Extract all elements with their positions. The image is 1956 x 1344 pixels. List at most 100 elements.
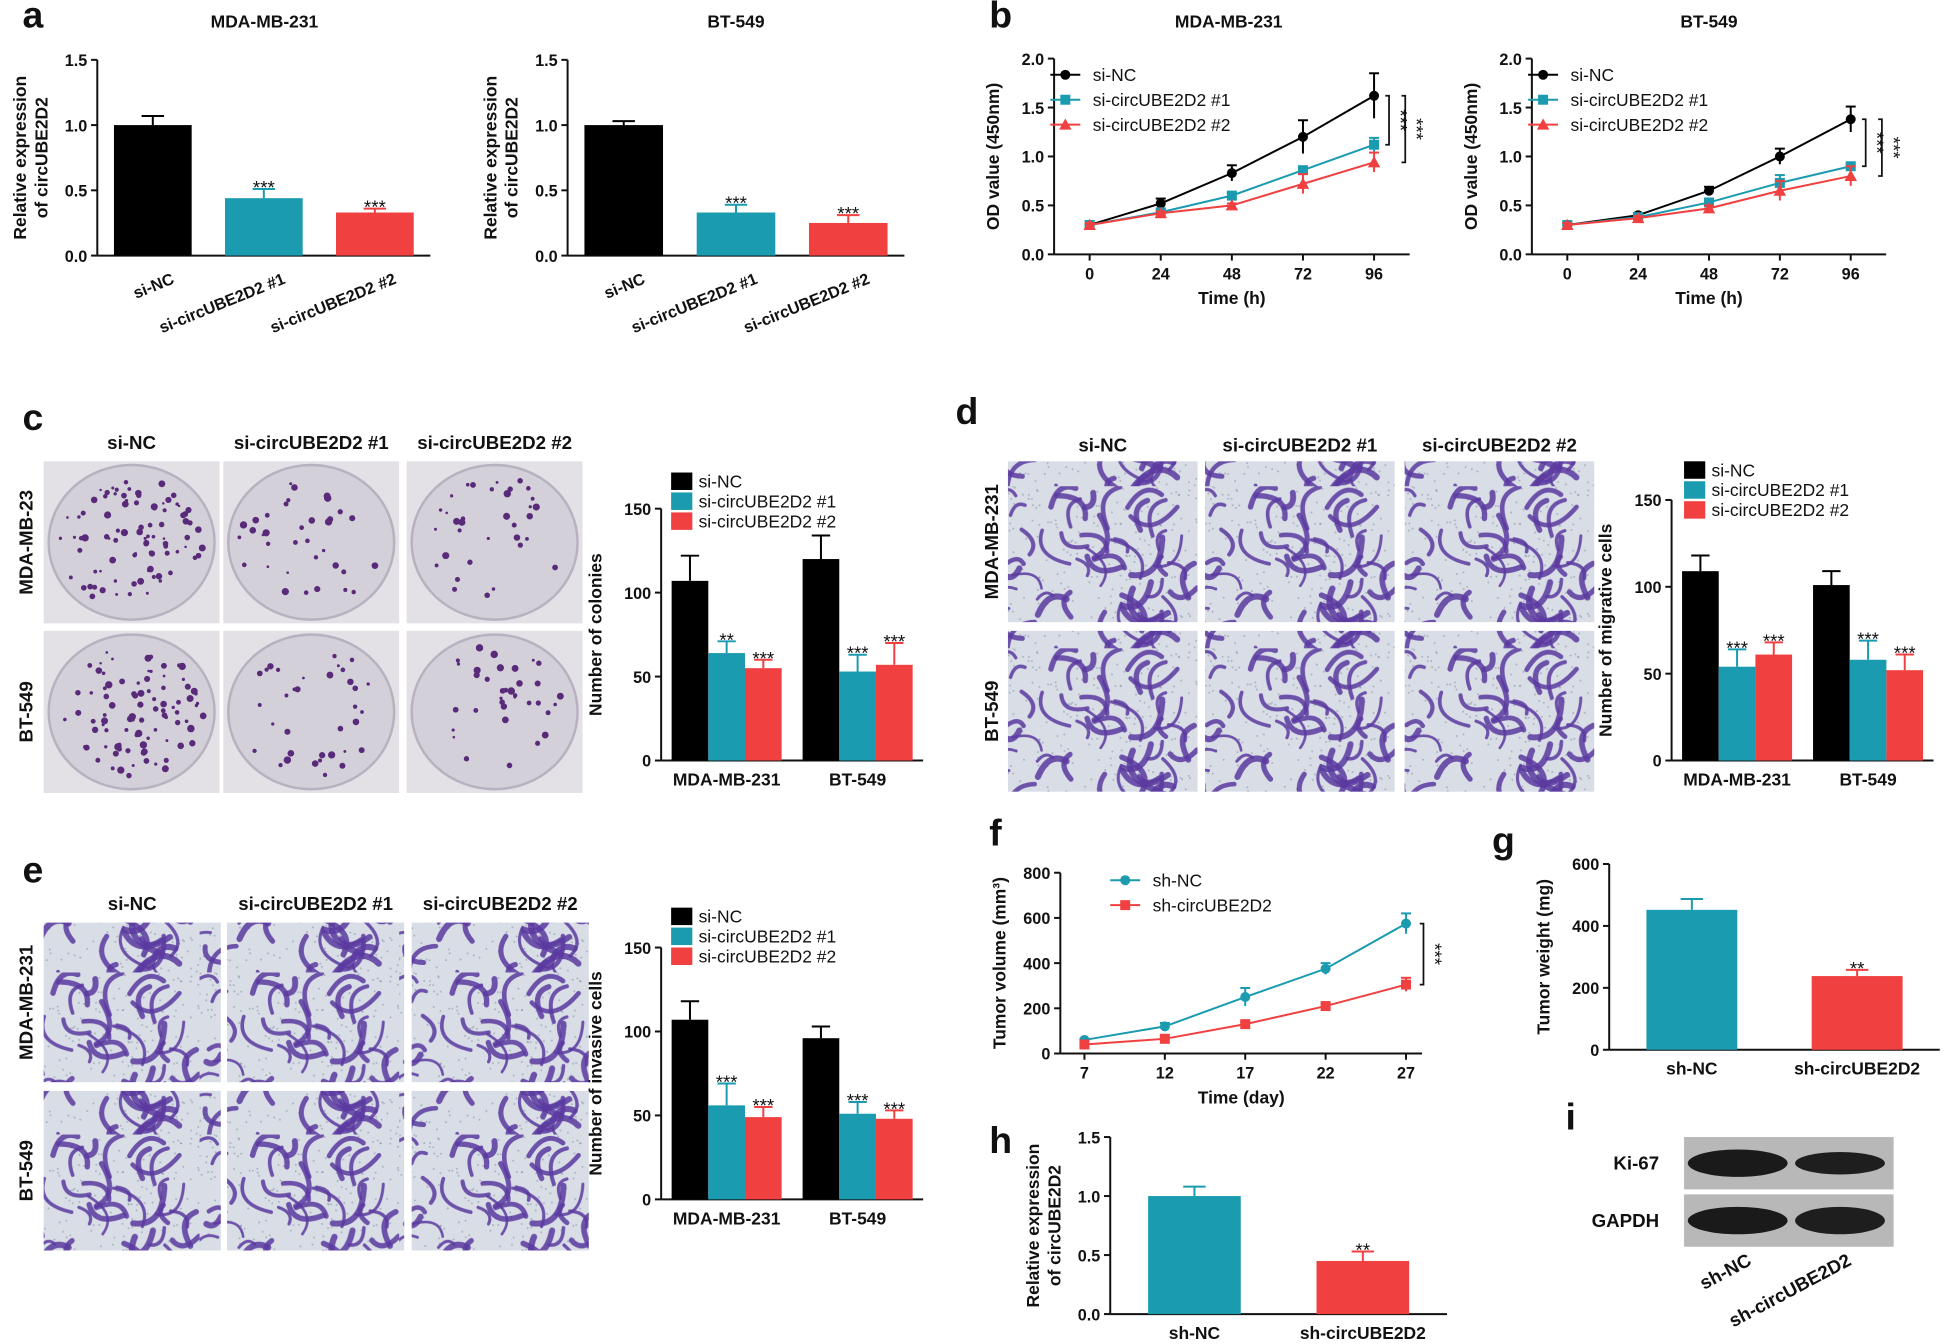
bar bbox=[1718, 666, 1756, 761]
blot-band bbox=[1687, 1149, 1788, 1177]
colony bbox=[177, 504, 181, 508]
significance: *** bbox=[752, 648, 774, 669]
y-tick-label: 1.0 bbox=[1022, 149, 1045, 167]
colony bbox=[152, 706, 159, 712]
y-tick-label: 1.0 bbox=[1499, 149, 1522, 167]
colony bbox=[541, 731, 549, 739]
colony bbox=[164, 715, 169, 720]
legend-swatch bbox=[671, 512, 693, 530]
colony bbox=[184, 719, 189, 724]
bar bbox=[1646, 909, 1738, 1050]
marker bbox=[1367, 156, 1381, 168]
colony bbox=[111, 657, 114, 661]
colony bbox=[513, 534, 521, 541]
bar bbox=[336, 212, 414, 256]
marker bbox=[1844, 169, 1857, 182]
y-tick-label: 1.5 bbox=[1078, 1129, 1101, 1147]
colony bbox=[72, 535, 77, 539]
panel-label: h bbox=[989, 1119, 1012, 1161]
panel-label: i bbox=[1566, 1096, 1576, 1138]
colony bbox=[535, 740, 541, 746]
y-tick-label: 100 bbox=[624, 1024, 651, 1042]
colony bbox=[343, 749, 347, 753]
bar bbox=[671, 1019, 709, 1200]
significance-bracket bbox=[1419, 922, 1425, 986]
colony bbox=[257, 703, 262, 707]
legend-swatch bbox=[1684, 481, 1706, 499]
significance: *** bbox=[837, 203, 859, 224]
panel-label: b bbox=[989, 0, 1012, 35]
marker bbox=[1631, 211, 1645, 224]
colony bbox=[302, 676, 305, 680]
y-axis-label: Number of migrative cells bbox=[1596, 524, 1616, 737]
y-tick-label: 0.0 bbox=[65, 248, 88, 266]
colony bbox=[162, 674, 166, 678]
colony bbox=[126, 715, 134, 723]
colony bbox=[89, 691, 94, 695]
colony bbox=[241, 562, 247, 568]
y-tick-label: 100 bbox=[624, 585, 651, 603]
x-tick-label: BT-549 bbox=[1839, 769, 1897, 789]
dish bbox=[47, 633, 216, 791]
colony bbox=[452, 706, 459, 713]
y-axis-label: Tumor volume (mm³) bbox=[989, 877, 1009, 1049]
colony bbox=[131, 763, 135, 767]
colony bbox=[490, 650, 498, 659]
colony bbox=[104, 728, 109, 733]
bar bbox=[1813, 585, 1850, 761]
colony bbox=[486, 536, 490, 541]
colony bbox=[323, 492, 331, 500]
y-tick-label: 50 bbox=[1644, 666, 1662, 684]
image-row-label: MDA-MB-231 bbox=[981, 484, 1002, 599]
significance: *** bbox=[725, 193, 747, 214]
chart-title: MDA-MB-231 bbox=[211, 11, 319, 31]
y-tick-label: 600 bbox=[1572, 856, 1599, 874]
colony bbox=[81, 534, 89, 542]
colony bbox=[438, 508, 443, 512]
colony bbox=[161, 685, 166, 691]
colony bbox=[499, 696, 503, 700]
marker bbox=[1773, 184, 1787, 196]
significance: *** bbox=[1883, 137, 1904, 159]
colony bbox=[178, 662, 186, 671]
colony bbox=[332, 653, 337, 659]
marker bbox=[1561, 218, 1574, 230]
colony bbox=[105, 681, 113, 689]
colony bbox=[185, 506, 192, 514]
y-tick-label: 0 bbox=[1653, 753, 1662, 771]
colony bbox=[454, 576, 461, 582]
colony bbox=[102, 713, 107, 717]
colony bbox=[175, 502, 179, 506]
x-tick-label: 48 bbox=[1223, 265, 1241, 283]
image-panel bbox=[43, 922, 221, 1083]
x-tick-label: sh-circUBE2D2 bbox=[1794, 1059, 1920, 1079]
x-tick-label: 48 bbox=[1700, 265, 1718, 283]
colony bbox=[451, 728, 455, 732]
bar bbox=[744, 1117, 782, 1200]
marker bbox=[1240, 992, 1251, 1002]
significance: *** bbox=[1424, 943, 1445, 965]
colony bbox=[532, 503, 540, 511]
y-tick-label: 0.0 bbox=[1499, 247, 1522, 265]
bar bbox=[696, 212, 776, 256]
colony bbox=[261, 533, 265, 537]
significance: *** bbox=[1763, 630, 1785, 651]
image-row-label: BT-549 bbox=[15, 1140, 36, 1201]
colony bbox=[158, 579, 163, 583]
colony bbox=[151, 574, 156, 579]
y-axis-label: Tumor weight (mg) bbox=[1533, 879, 1553, 1035]
colony bbox=[111, 486, 115, 490]
y-tick-label: 0 bbox=[642, 1192, 651, 1210]
colony bbox=[103, 494, 108, 499]
legend-label: si-circUBE2D2 #2 bbox=[699, 511, 837, 531]
colony bbox=[526, 700, 532, 706]
colony bbox=[291, 484, 298, 491]
y-tick-label: 0.5 bbox=[65, 183, 88, 201]
colony bbox=[552, 564, 558, 571]
colony bbox=[473, 666, 481, 674]
marker bbox=[1401, 979, 1412, 990]
colony bbox=[155, 573, 163, 580]
y-tick-label: 50 bbox=[633, 1108, 651, 1126]
colony bbox=[99, 661, 102, 665]
y-tick-label: 1.0 bbox=[535, 117, 558, 135]
